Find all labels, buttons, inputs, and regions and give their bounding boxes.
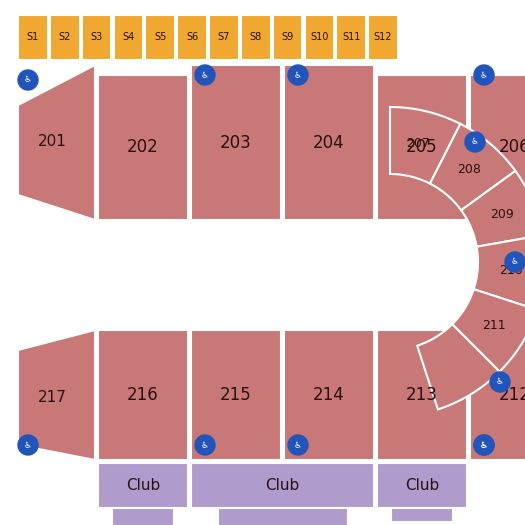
- Text: 207: 207: [406, 138, 430, 150]
- Circle shape: [195, 435, 215, 455]
- Polygon shape: [461, 171, 525, 247]
- Text: 202: 202: [127, 139, 159, 156]
- Polygon shape: [284, 65, 374, 220]
- Polygon shape: [417, 324, 500, 410]
- Text: 212: 212: [499, 386, 525, 404]
- Text: ♿: ♿: [201, 70, 209, 79]
- Polygon shape: [18, 65, 95, 220]
- Text: ♿: ♿: [480, 440, 488, 449]
- Text: S5: S5: [154, 33, 166, 43]
- Circle shape: [474, 65, 494, 85]
- Text: S6: S6: [186, 33, 198, 43]
- Polygon shape: [218, 508, 348, 525]
- Polygon shape: [18, 330, 95, 460]
- Text: ♿: ♿: [496, 377, 504, 386]
- Polygon shape: [98, 463, 188, 508]
- Polygon shape: [470, 330, 525, 460]
- Polygon shape: [18, 15, 48, 60]
- Circle shape: [288, 435, 308, 455]
- Polygon shape: [377, 330, 467, 460]
- Text: 206: 206: [499, 139, 525, 156]
- Polygon shape: [82, 15, 111, 60]
- Circle shape: [490, 372, 510, 392]
- Polygon shape: [304, 15, 334, 60]
- Text: S12: S12: [374, 33, 392, 43]
- Text: ♿: ♿: [24, 76, 32, 85]
- Polygon shape: [191, 463, 374, 508]
- Text: S7: S7: [218, 33, 230, 43]
- Polygon shape: [98, 75, 188, 220]
- Text: ♿: ♿: [294, 70, 302, 79]
- Text: S8: S8: [249, 33, 262, 43]
- Text: ♿: ♿: [24, 440, 32, 449]
- Text: 216: 216: [127, 386, 159, 404]
- Text: ♿: ♿: [294, 440, 302, 449]
- Text: S10: S10: [310, 33, 329, 43]
- Text: 210: 210: [499, 264, 523, 277]
- Text: S3: S3: [90, 33, 103, 43]
- Circle shape: [474, 435, 494, 455]
- Text: 203: 203: [220, 133, 252, 152]
- Polygon shape: [98, 330, 188, 460]
- Circle shape: [18, 70, 38, 90]
- Polygon shape: [209, 15, 239, 60]
- Text: S2: S2: [59, 33, 71, 43]
- Circle shape: [195, 65, 215, 85]
- Polygon shape: [391, 508, 453, 522]
- Polygon shape: [474, 235, 525, 310]
- Text: S1: S1: [27, 33, 39, 43]
- Polygon shape: [272, 15, 302, 60]
- Polygon shape: [390, 107, 460, 184]
- Text: S11: S11: [342, 33, 361, 43]
- Text: 213: 213: [406, 386, 438, 404]
- Text: ♿: ♿: [511, 257, 519, 267]
- Polygon shape: [50, 15, 80, 60]
- Polygon shape: [177, 15, 207, 60]
- Text: 208: 208: [457, 163, 481, 176]
- Circle shape: [18, 435, 38, 455]
- Polygon shape: [112, 508, 174, 525]
- Text: Club: Club: [126, 478, 160, 493]
- Text: 214: 214: [313, 386, 345, 404]
- Text: Club: Club: [405, 478, 439, 493]
- Polygon shape: [452, 289, 525, 372]
- Text: 211: 211: [482, 319, 506, 332]
- Text: ♿: ♿: [471, 138, 479, 146]
- Text: ♿: ♿: [480, 70, 488, 79]
- Circle shape: [465, 132, 485, 152]
- Polygon shape: [191, 65, 281, 220]
- Polygon shape: [337, 15, 366, 60]
- Polygon shape: [377, 75, 467, 220]
- Polygon shape: [368, 15, 398, 60]
- Text: 204: 204: [313, 133, 345, 152]
- Text: 217: 217: [38, 390, 67, 404]
- Circle shape: [505, 252, 525, 272]
- Text: ♿: ♿: [201, 440, 209, 449]
- Text: 209: 209: [490, 208, 514, 221]
- Text: ♿: ♿: [480, 440, 488, 449]
- Text: 215: 215: [220, 386, 252, 404]
- Polygon shape: [377, 463, 467, 508]
- Text: S4: S4: [122, 33, 134, 43]
- Polygon shape: [113, 15, 143, 60]
- Text: 201: 201: [38, 134, 67, 150]
- Polygon shape: [470, 75, 525, 220]
- Polygon shape: [145, 15, 175, 60]
- Text: 205: 205: [406, 139, 438, 156]
- Circle shape: [474, 435, 494, 455]
- Polygon shape: [284, 330, 374, 460]
- Text: S9: S9: [281, 33, 293, 43]
- Polygon shape: [191, 330, 281, 460]
- Circle shape: [288, 65, 308, 85]
- Polygon shape: [430, 124, 516, 211]
- Polygon shape: [241, 15, 271, 60]
- Text: Club: Club: [265, 478, 300, 493]
